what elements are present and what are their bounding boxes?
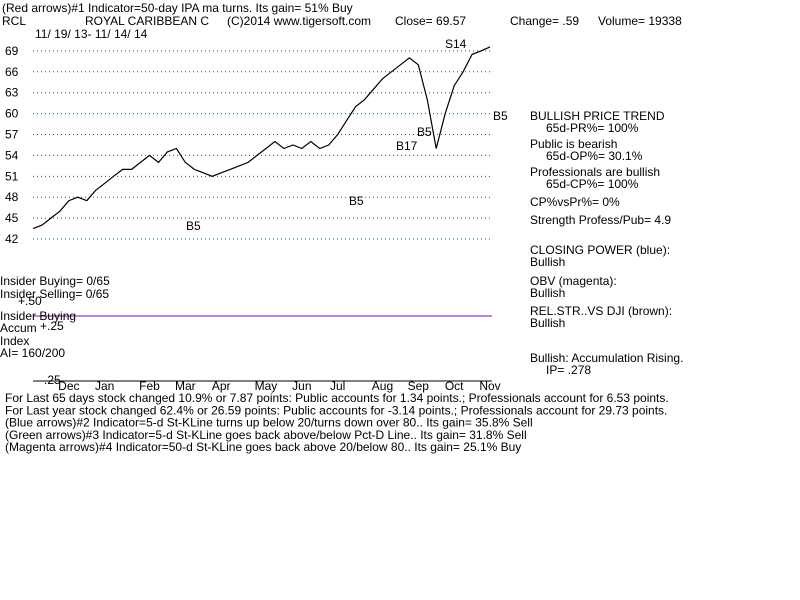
chart-title: (Red arrows)#1 Indicator=50-day IPA ma t… bbox=[2, 1, 353, 15]
left-note: Accum bbox=[0, 321, 37, 335]
y-tick-label: 51 bbox=[5, 169, 19, 183]
subtitle: 11/ 19/ 13- 11/ 14/ 14 bbox=[35, 27, 148, 41]
header-text: Change= .59 bbox=[510, 14, 579, 28]
annotation: B5 bbox=[186, 219, 201, 233]
footer-line: For Last year stock changed 62.4% or 26.… bbox=[5, 403, 667, 417]
side-note: 65d-CP%= 100% bbox=[546, 177, 639, 191]
annotation: B17 bbox=[396, 139, 418, 153]
side-note: BULLISH PRICE TREND bbox=[530, 109, 665, 123]
header-text: Close= 69.57 bbox=[395, 14, 466, 28]
y-tick-label: 45 bbox=[5, 211, 19, 225]
footer-line: (Blue arrows)#2 Indicator=5-d St-KLine t… bbox=[5, 416, 533, 430]
footer-line: (Green arrows)#3 Indicator=5-d St-KLine … bbox=[5, 428, 527, 442]
annotation: S14 bbox=[445, 37, 467, 51]
x-tick-label: Mar bbox=[175, 379, 196, 393]
y-tick-label: 57 bbox=[5, 128, 19, 142]
x-tick-label: May bbox=[255, 379, 278, 393]
left-note: -.25 bbox=[40, 373, 61, 387]
x-tick-label: Feb bbox=[139, 379, 160, 393]
left-note: Index bbox=[0, 334, 29, 348]
x-tick-label: Jul bbox=[330, 379, 345, 393]
x-tick-label: Jun bbox=[292, 379, 311, 393]
x-tick-label: Dec bbox=[58, 379, 79, 393]
x-tick-label: Nov bbox=[479, 379, 500, 393]
side-note: Bullish bbox=[530, 255, 565, 269]
side-note: Professionals are bullish bbox=[530, 165, 660, 179]
annotation: B5 bbox=[493, 109, 508, 123]
side-note: REL.STR..VS DJI (brown): bbox=[530, 304, 672, 318]
side-note: CP%vsPr%= 0% bbox=[530, 195, 620, 209]
side-note: Bullish bbox=[530, 286, 565, 300]
left-note: AI= 160/200 bbox=[0, 346, 65, 360]
annotation: B5 bbox=[417, 125, 432, 139]
annotation: B5 bbox=[349, 194, 364, 208]
x-tick-label: Apr bbox=[212, 379, 231, 393]
left-note: +.50 bbox=[18, 294, 42, 308]
y-tick-label: 69 bbox=[5, 44, 19, 58]
y-tick-label: 66 bbox=[5, 65, 19, 79]
y-tick-label: 42 bbox=[5, 232, 19, 246]
x-tick-label: Oct bbox=[445, 379, 464, 393]
left-note: +.25 bbox=[40, 319, 64, 333]
side-note: Bullish bbox=[530, 316, 565, 330]
side-note: 65d-OP%= 30.1% bbox=[546, 149, 643, 163]
x-tick-label: Jan bbox=[95, 379, 114, 393]
footer-line: (Magenta arrows)#4 Indicator=50-d St-KLi… bbox=[5, 440, 521, 454]
price-line bbox=[32, 46, 491, 230]
y-tick-label: 60 bbox=[5, 107, 19, 121]
header-text: RCL bbox=[2, 14, 26, 28]
y-tick-label: 54 bbox=[5, 148, 19, 162]
side-note: Strength Profess/Pub= 4.9 bbox=[530, 213, 671, 227]
header-text: ROYAL CARIBBEAN C bbox=[85, 14, 209, 28]
side-note: OBV (magenta): bbox=[530, 274, 617, 288]
y-tick-label: 48 bbox=[5, 190, 19, 204]
side-note: CLOSING POWER (blue): bbox=[530, 243, 670, 257]
side-note: Bullish: Accumulation Rising. bbox=[530, 351, 683, 365]
header-text: (C)2014 www.tigersoft.com bbox=[227, 14, 371, 28]
left-note: Insider Buying= 0/65 bbox=[0, 274, 110, 288]
left-note: Insider Buying bbox=[0, 309, 76, 323]
x-tick-label: Sep bbox=[408, 379, 430, 393]
x-tick-label: Aug bbox=[372, 379, 393, 393]
side-note: IP= .278 bbox=[546, 363, 591, 377]
footer-line: For Last 65 days stock changed 10.9% or … bbox=[5, 391, 669, 405]
side-note: Public is bearish bbox=[530, 137, 617, 151]
left-note: Insider Selling= 0/65 bbox=[0, 287, 109, 301]
y-tick-label: 63 bbox=[5, 86, 19, 100]
side-note: 65d-PR%= 100% bbox=[546, 121, 639, 135]
header-text: Volume= 19338 bbox=[598, 14, 682, 28]
